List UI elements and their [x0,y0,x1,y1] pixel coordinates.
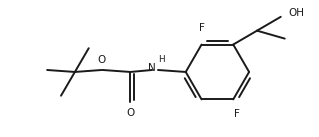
Text: N: N [148,63,156,73]
Text: H: H [158,55,164,64]
Text: O: O [126,108,134,118]
Text: F: F [199,23,204,33]
Text: F: F [234,109,240,119]
Text: O: O [98,55,106,65]
Text: OH: OH [289,8,305,18]
